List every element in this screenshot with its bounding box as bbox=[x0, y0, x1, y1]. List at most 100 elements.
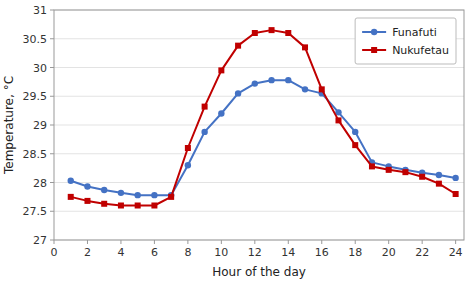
x-tick-label: 16 bbox=[315, 246, 329, 259]
series-marker bbox=[118, 190, 124, 196]
legend-marker bbox=[371, 47, 377, 53]
plot-data bbox=[68, 27, 459, 208]
y-tick bbox=[50, 153, 54, 154]
series-marker bbox=[118, 203, 124, 209]
series-marker bbox=[302, 44, 308, 50]
series-marker bbox=[352, 129, 358, 135]
series-marker bbox=[151, 192, 157, 198]
series-marker bbox=[151, 203, 157, 209]
x-tick bbox=[321, 240, 322, 244]
y-tick-label: 30.5 bbox=[23, 33, 48, 46]
legend-box bbox=[355, 18, 456, 64]
x-tick bbox=[455, 240, 456, 244]
y-tick-label: 30 bbox=[33, 62, 47, 75]
series-marker bbox=[386, 167, 392, 173]
series-marker bbox=[285, 30, 291, 36]
x-tick-label: 0 bbox=[51, 246, 58, 259]
grid bbox=[54, 10, 464, 240]
series-marker bbox=[285, 77, 291, 83]
grid-line bbox=[54, 153, 464, 154]
series-marker bbox=[436, 181, 442, 187]
series-marker bbox=[419, 174, 425, 180]
legend-marker bbox=[371, 29, 377, 35]
x-tick bbox=[355, 240, 356, 244]
grid-line bbox=[54, 67, 464, 68]
series bbox=[68, 77, 459, 198]
x-tick-label: 20 bbox=[382, 246, 396, 259]
legend-label: Funafuti bbox=[392, 26, 437, 39]
page: {"chart_data": {"type": "line", "x_label… bbox=[0, 0, 474, 282]
series-marker bbox=[168, 194, 174, 200]
series-marker bbox=[452, 175, 458, 181]
plot-frame bbox=[54, 10, 464, 240]
x-axis-label: Hour of the day bbox=[212, 265, 306, 279]
x-tick bbox=[54, 240, 55, 244]
series-marker bbox=[68, 178, 74, 184]
y-tick-label: 29.5 bbox=[23, 90, 48, 103]
series-marker bbox=[302, 86, 308, 92]
y-tick-label: 27 bbox=[33, 234, 47, 247]
series-marker bbox=[252, 30, 258, 36]
x-tick bbox=[120, 240, 121, 244]
legend-label: Nukufetau bbox=[392, 44, 449, 57]
series-line bbox=[71, 80, 456, 195]
series-marker bbox=[252, 80, 258, 86]
y-tick-label: 27.5 bbox=[23, 205, 48, 218]
y-tick-label: 31 bbox=[33, 4, 47, 17]
x-tick-label: 22 bbox=[415, 246, 429, 259]
x-tick-label: 10 bbox=[214, 246, 228, 259]
y-tick bbox=[50, 211, 54, 212]
grid-line bbox=[54, 182, 464, 183]
x-tick bbox=[254, 240, 255, 244]
series-marker bbox=[268, 77, 274, 83]
series-marker bbox=[453, 191, 459, 197]
x-tick-label: 24 bbox=[449, 246, 463, 259]
y-tick bbox=[50, 240, 54, 241]
x-tick-label: 8 bbox=[184, 246, 191, 259]
y-tick bbox=[50, 182, 54, 183]
series-marker bbox=[235, 43, 241, 49]
series-marker bbox=[134, 192, 140, 198]
x-tick-label: 12 bbox=[248, 246, 262, 259]
y-tick bbox=[50, 10, 54, 11]
x-tick-label: 2 bbox=[84, 246, 91, 259]
series-marker bbox=[369, 163, 375, 169]
y-tick-label: 29 bbox=[33, 119, 47, 132]
x-tick-label: 14 bbox=[281, 246, 295, 259]
series-marker bbox=[319, 86, 325, 92]
y-tick-label: 28 bbox=[33, 177, 47, 190]
series-marker bbox=[235, 90, 241, 96]
series-marker bbox=[202, 104, 208, 110]
series-marker bbox=[185, 145, 191, 151]
y-tick bbox=[50, 125, 54, 126]
series-marker bbox=[218, 110, 224, 116]
y-tick bbox=[50, 96, 54, 97]
y-axis-label: Temperature, °C bbox=[2, 76, 16, 175]
series-marker bbox=[269, 27, 275, 33]
y-tick-label: 28.5 bbox=[23, 148, 48, 161]
series-marker bbox=[352, 142, 358, 148]
x-tick bbox=[388, 240, 389, 244]
series-marker bbox=[84, 183, 90, 189]
grid-line bbox=[54, 211, 464, 212]
x-tick bbox=[288, 240, 289, 244]
x-tick bbox=[422, 240, 423, 244]
series-marker bbox=[201, 129, 207, 135]
y-tick bbox=[50, 67, 54, 68]
chart: 0246810121416182022242727.52828.52929.53… bbox=[0, 0, 474, 282]
series-marker bbox=[68, 194, 74, 200]
series-line bbox=[71, 30, 456, 205]
series-marker bbox=[84, 198, 90, 204]
x-tick bbox=[187, 240, 188, 244]
series-marker bbox=[135, 203, 141, 209]
series-marker bbox=[402, 169, 408, 175]
x-tick bbox=[221, 240, 222, 244]
series-marker bbox=[335, 117, 341, 123]
y-tick bbox=[50, 38, 54, 39]
series-marker bbox=[185, 162, 191, 168]
axes: 0246810121416182022242727.52828.52929.53… bbox=[23, 4, 463, 259]
x-tick bbox=[87, 240, 88, 244]
grid-line bbox=[54, 96, 464, 97]
x-tick-label: 18 bbox=[348, 246, 362, 259]
series-marker bbox=[436, 172, 442, 178]
